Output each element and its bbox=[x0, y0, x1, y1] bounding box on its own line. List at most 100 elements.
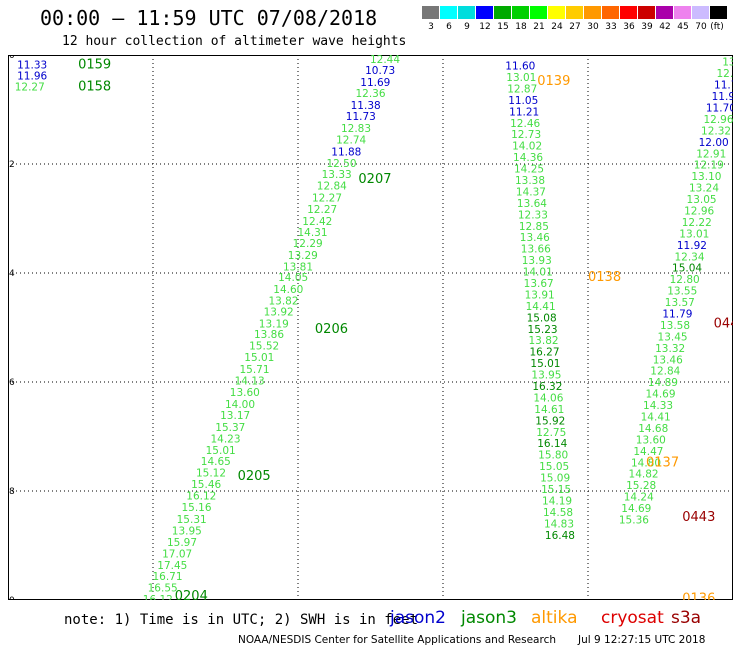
colorbar-label: 36 bbox=[623, 22, 635, 32]
swh-value: 12.50 bbox=[326, 158, 356, 170]
swh-value: 15.01 bbox=[530, 358, 560, 370]
swh-value: 14.13 bbox=[235, 376, 265, 388]
swh-value: 12.96 bbox=[684, 206, 714, 218]
swh-value: 15.23 bbox=[528, 324, 558, 336]
swh-value: 11.70 bbox=[706, 103, 733, 115]
swh-value: 14.36 bbox=[513, 152, 543, 164]
map-grid bbox=[8, 55, 733, 600]
swh-value: 13.82 bbox=[529, 335, 559, 347]
swh-value: 14.24 bbox=[624, 492, 654, 504]
swh-value: 14.82 bbox=[629, 469, 659, 481]
swh-value: 15.36 bbox=[619, 515, 649, 527]
swh-value: 14.33 bbox=[643, 400, 673, 412]
colorbar-label: 6 bbox=[446, 22, 452, 32]
swh-value: 13.92 bbox=[264, 306, 294, 318]
swh-value: 13.55 bbox=[667, 286, 697, 298]
pass-number-label: 0138 bbox=[588, 270, 621, 285]
swh-value: 12.29 bbox=[293, 238, 323, 250]
swh-value: 13.45 bbox=[658, 331, 688, 343]
swh-value: 14.69 bbox=[645, 389, 675, 401]
swh-value: 12.96 bbox=[703, 114, 733, 126]
pass-number-label: 0159 bbox=[78, 57, 111, 72]
swh-value: 12.36 bbox=[355, 88, 385, 100]
swh-value: 12.85 bbox=[519, 221, 549, 233]
colorbar-label: 24 bbox=[551, 22, 563, 32]
colorbar-legend: 3 6 9 12 15 18 21 24 27 30 33 36 39 42 45 70 (ft) bbox=[422, 6, 730, 32]
swh-value: 14.69 bbox=[621, 503, 651, 515]
pass-labels: 0159 0158 0207 0206 0205 0204 0139 0138 0137 0136… bbox=[78, 57, 733, 600]
colorbar-swatch bbox=[548, 6, 565, 19]
swh-value: 12.27 bbox=[307, 204, 337, 216]
colorbar-label: 45 bbox=[677, 22, 689, 32]
swh-value: 14.37 bbox=[516, 186, 546, 198]
swh-value: 12.27 bbox=[15, 81, 45, 93]
swh-value: 12.46 bbox=[510, 118, 540, 130]
swh-value: 11.96 bbox=[17, 70, 47, 82]
swh-value: 12.42 bbox=[302, 216, 332, 228]
swh-value: 14.41 bbox=[526, 301, 556, 313]
colorbar-swatch bbox=[530, 6, 547, 19]
colorbar-label: 3 bbox=[428, 22, 434, 32]
legend-s3a: s3a bbox=[671, 608, 702, 628]
swh-value: 14.80 bbox=[631, 457, 661, 469]
jason3-track-a: 12.4410.7311.6912.3611.3811.7312.8312.74… bbox=[143, 55, 401, 600]
swh-value: 15.12 bbox=[196, 468, 226, 480]
pass-number-label: 0442 bbox=[714, 316, 733, 331]
swh-value: 11.79 bbox=[662, 309, 692, 321]
swh-value: 12.84 bbox=[317, 180, 347, 192]
swh-value: 11.88 bbox=[331, 147, 361, 159]
swh-value: 14.00 bbox=[225, 399, 255, 411]
swh-value: 17.45 bbox=[157, 560, 187, 572]
swh-value: 12.34 bbox=[674, 251, 704, 263]
swh-value: 13.91 bbox=[525, 289, 555, 301]
swh-value: 14.89 bbox=[648, 377, 678, 389]
legend-cryosat: cryosat bbox=[601, 608, 664, 628]
colorbar-swatch bbox=[620, 6, 637, 19]
swh-value: 14.19 bbox=[542, 495, 572, 507]
swh-value: 15.80 bbox=[538, 450, 568, 462]
swh-value: 13.86 bbox=[254, 329, 284, 341]
swh-value: 16.27 bbox=[529, 347, 559, 359]
colorbar-label: 39 bbox=[641, 22, 653, 32]
colorbar-swatch bbox=[656, 6, 673, 19]
swh-value: 12.74 bbox=[336, 135, 366, 147]
lat-tick-label: -34 bbox=[8, 269, 15, 279]
legend-jason2: jason2 bbox=[390, 608, 446, 628]
colorbar-label: 9 bbox=[464, 22, 470, 32]
swh-value: 15.71 bbox=[239, 364, 269, 376]
swh-value: 13.33 bbox=[322, 169, 352, 181]
swh-value: 12.32 bbox=[701, 125, 731, 137]
swh-value: 14.01 bbox=[523, 267, 553, 279]
swh-value: 15.09 bbox=[540, 473, 570, 485]
swh-value: 14.68 bbox=[638, 423, 668, 435]
swh-value: 14.58 bbox=[543, 507, 573, 519]
swh-value: 14.31 bbox=[297, 227, 327, 239]
pass-number-label: 0205 bbox=[238, 469, 271, 484]
lat-tick-label: -32 bbox=[8, 160, 15, 170]
swh-value: 15.28 bbox=[626, 480, 656, 492]
map-subtitle: 12 hour collection of altimeter wave hei… bbox=[62, 34, 407, 49]
map-frame bbox=[8, 55, 733, 600]
swh-value: 12.91 bbox=[696, 148, 726, 160]
pass-number-label: 0136 bbox=[682, 592, 715, 600]
swh-value: 10.73 bbox=[365, 65, 395, 77]
swh-value: 14.06 bbox=[533, 392, 563, 404]
swh-value: 15.05 bbox=[539, 461, 569, 473]
lat-tick-label: -40 bbox=[8, 596, 15, 600]
swh-value: 13. bbox=[722, 57, 733, 69]
swh-value: 11.33 bbox=[17, 59, 47, 71]
swh-value: 13.81 bbox=[283, 262, 313, 274]
lat-tick-label: -30 bbox=[8, 55, 15, 61]
colorbar-swatch bbox=[692, 6, 709, 19]
swh-value: 11.05 bbox=[508, 95, 538, 107]
swh-value: 13.38 bbox=[515, 175, 545, 187]
swh-value: 13.60 bbox=[636, 434, 666, 446]
pass-number-label: 0139 bbox=[537, 74, 570, 89]
colorbar-swatch bbox=[476, 6, 493, 19]
swh-value: 13.19 bbox=[259, 318, 289, 330]
swh-value: 13.67 bbox=[524, 278, 554, 290]
swh-value: 13.60 bbox=[230, 387, 260, 399]
colorbar-label: 21 bbox=[533, 22, 545, 32]
swh-value: 13.17 bbox=[220, 410, 250, 422]
colorbar-label: 30 bbox=[587, 22, 599, 32]
